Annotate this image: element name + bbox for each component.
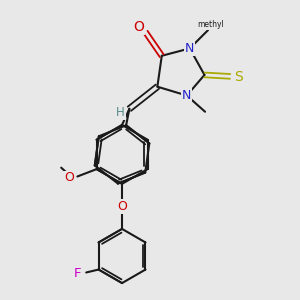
Text: N: N — [182, 89, 191, 102]
Text: O: O — [117, 200, 127, 213]
Text: H: H — [116, 106, 125, 119]
Text: O: O — [64, 172, 74, 184]
Text: F: F — [74, 267, 81, 280]
Text: O: O — [133, 20, 144, 34]
Text: S: S — [235, 70, 243, 84]
Text: methyl: methyl — [197, 20, 224, 29]
Text: N: N — [185, 42, 194, 55]
